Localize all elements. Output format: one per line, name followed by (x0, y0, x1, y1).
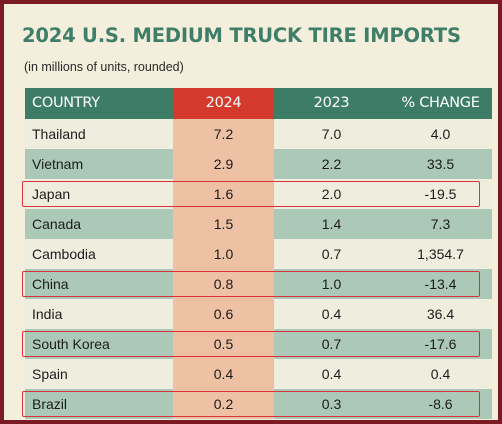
table-row: Canada 1.5 1.4 7.3 (25, 209, 492, 239)
header-pct-change: % CHANGE (389, 88, 492, 119)
header-2023: 2023 (274, 88, 389, 119)
table-body: Thailand 7.2 7.0 4.0 Vietnam 2.9 2.2 33.5 Japan 1… (25, 119, 492, 419)
cell-2023: 1.0 (274, 269, 389, 299)
cell-2023: 7.0 (274, 119, 389, 149)
cell-2024: 1.5 (173, 209, 274, 239)
table-row: China 0.8 1.0 -13.4 (25, 269, 492, 299)
cell-2024: 0.4 (173, 359, 274, 389)
cell-pct-change: -19.5 (389, 179, 492, 209)
cell-2023: 0.7 (274, 239, 389, 269)
header-country: COUNTRY (25, 88, 173, 119)
cell-2023: 0.4 (274, 359, 389, 389)
cell-pct-change: 33.5 (389, 149, 492, 179)
cell-pct-change: 1,354.7 (389, 239, 492, 269)
table-row: India 0.6 0.4 36.4 (25, 299, 492, 329)
cell-pct-change: 4.0 (389, 119, 492, 149)
cell-country: China (25, 269, 173, 299)
cell-country: Vietnam (25, 149, 173, 179)
cell-pct-change: -8.6 (389, 389, 492, 419)
cell-2024: 7.2 (173, 119, 274, 149)
cell-2024: 0.6 (173, 299, 274, 329)
table-header: COUNTRY 2024 2023 % CHANGE (25, 88, 492, 119)
chart-subtitle: (in millions of units, rounded) (24, 60, 184, 74)
cell-2023: 0.7 (274, 329, 389, 359)
cell-country: India (25, 299, 173, 329)
table-row: Japan 1.6 2.0 -19.5 (25, 179, 492, 209)
table-row: South Korea 0.5 0.7 -17.6 (25, 329, 492, 359)
cell-pct-change: 7.3 (389, 209, 492, 239)
cell-pct-change: 36.4 (389, 299, 492, 329)
cell-2023: 2.0 (274, 179, 389, 209)
table-row: Brazil 0.2 0.3 -8.6 (25, 389, 492, 419)
cell-2023: 1.4 (274, 209, 389, 239)
cell-pct-change: -13.4 (389, 269, 492, 299)
cell-country: Brazil (25, 389, 173, 419)
cell-country: Spain (25, 359, 173, 389)
cell-2023: 0.3 (274, 389, 389, 419)
cell-2024: 2.9 (173, 149, 274, 179)
cell-2024: 0.8 (173, 269, 274, 299)
imports-table: COUNTRY 2024 2023 % CHANGE Thailand 7.2 7.… (22, 88, 492, 419)
table-row: Cambodia 1.0 0.7 1,354.7 (25, 239, 492, 269)
cell-country: Japan (25, 179, 173, 209)
header-2024: 2024 (173, 88, 274, 119)
cell-country: Thailand (25, 119, 173, 149)
cell-2024: 1.0 (173, 239, 274, 269)
cell-2024: 0.2 (173, 389, 274, 419)
cell-2024: 0.5 (173, 329, 274, 359)
table-row: Spain 0.4 0.4 0.4 (25, 359, 492, 389)
table-row: Thailand 7.2 7.0 4.0 (25, 119, 492, 149)
cell-2023: 2.2 (274, 149, 389, 179)
table-row: Vietnam 2.9 2.2 33.5 (25, 149, 492, 179)
cell-pct-change: -17.6 (389, 329, 492, 359)
cell-2023: 0.4 (274, 299, 389, 329)
cell-country: Canada (25, 209, 173, 239)
cell-2024: 1.6 (173, 179, 274, 209)
cell-pct-change: 0.4 (389, 359, 492, 389)
cell-country: South Korea (25, 329, 173, 359)
chart-title: 2024 U.S. MEDIUM TRUCK TIRE IMPORTS (22, 24, 461, 47)
cell-country: Cambodia (25, 239, 173, 269)
